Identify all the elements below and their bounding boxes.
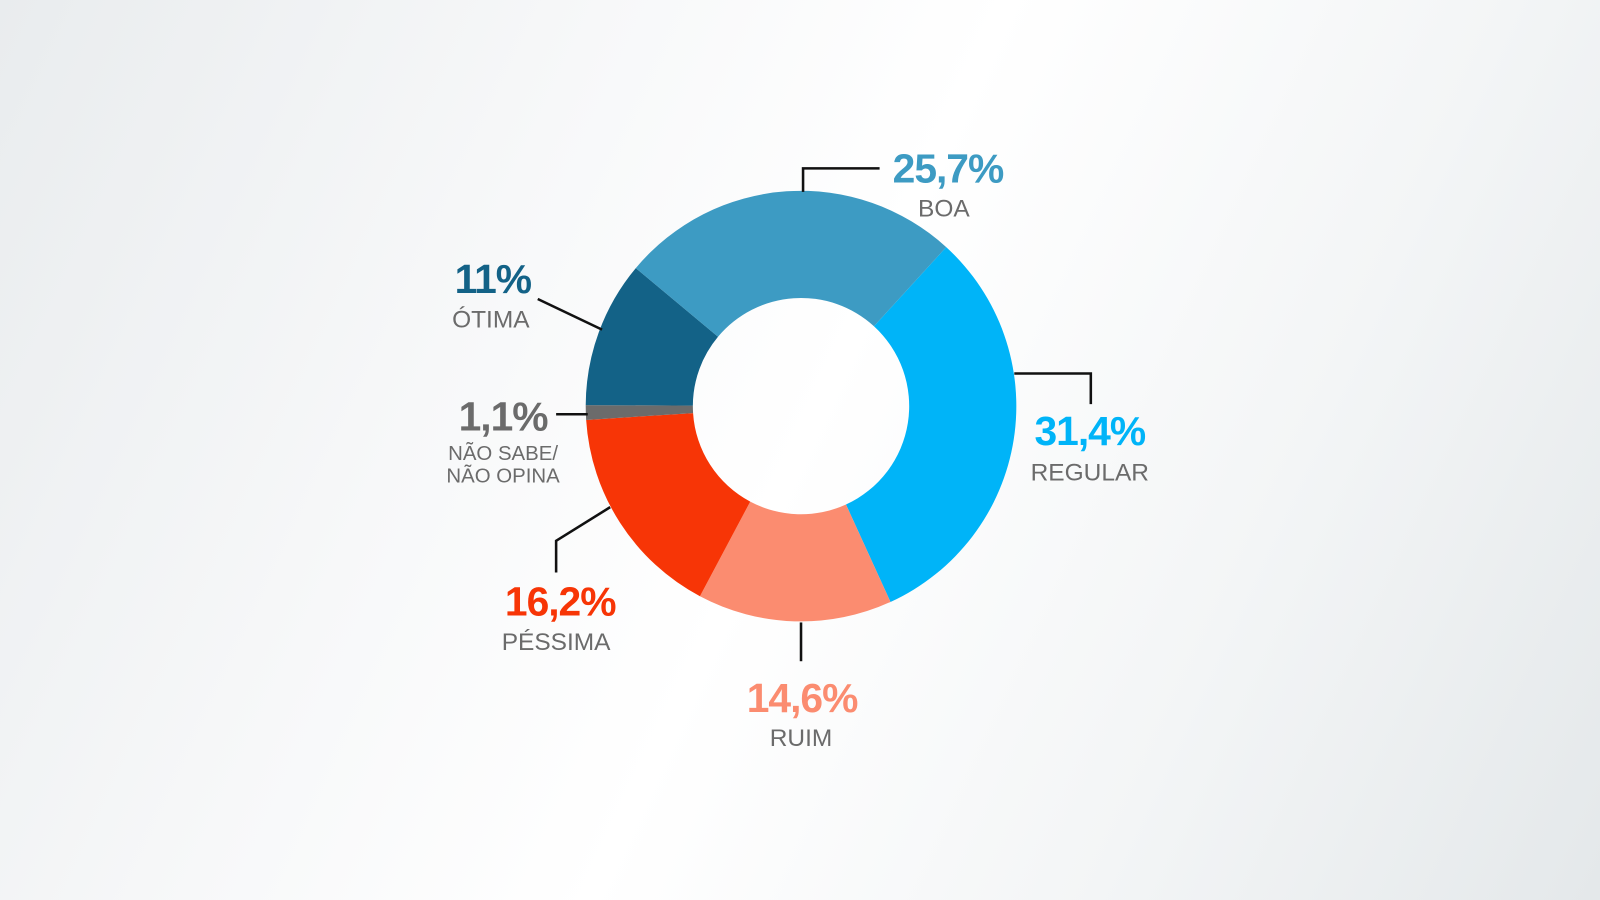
- slice-pessima: [586, 413, 751, 597]
- category-label-ruim: RUIM: [770, 725, 833, 752]
- leader-lines: [537, 167, 1093, 662]
- value-label-ruim: 14,6%: [747, 675, 858, 721]
- category-label-ns-line2: NÃO OPINA: [446, 464, 560, 488]
- value-label-regular: 31,4%: [1035, 408, 1146, 454]
- leader-line-otima: [537, 297, 603, 331]
- data-labels: 25,7% BOA 31,4% REGULAR 14,6% RUIM 16,2%…: [446, 146, 1149, 752]
- leader-line-regular: [1014, 372, 1093, 405]
- slice-ruim: [699, 501, 891, 622]
- value-label-pessima: 16,2%: [505, 578, 616, 624]
- category-label-ns-line1: NÃO SABE/: [448, 441, 558, 465]
- value-label-ns: 1,1%: [459, 394, 549, 440]
- category-label-boa: BOA: [918, 195, 970, 222]
- slice-otima: [585, 268, 719, 406]
- slice-ns: [585, 405, 694, 420]
- category-label-pessima: PÉSSIMA: [502, 629, 611, 656]
- value-label-boa: 25,7%: [893, 146, 1004, 192]
- category-label-otima: ÓTIMA: [452, 307, 530, 334]
- donut-slices: [585, 190, 1017, 622]
- category-label-regular: REGULAR: [1031, 460, 1149, 487]
- slice-boa: [635, 190, 947, 337]
- leader-line-pessima: [554, 506, 611, 573]
- value-label-otima: 11%: [455, 256, 532, 302]
- leader-line-boa: [801, 167, 880, 192]
- slice-regular: [845, 247, 1017, 602]
